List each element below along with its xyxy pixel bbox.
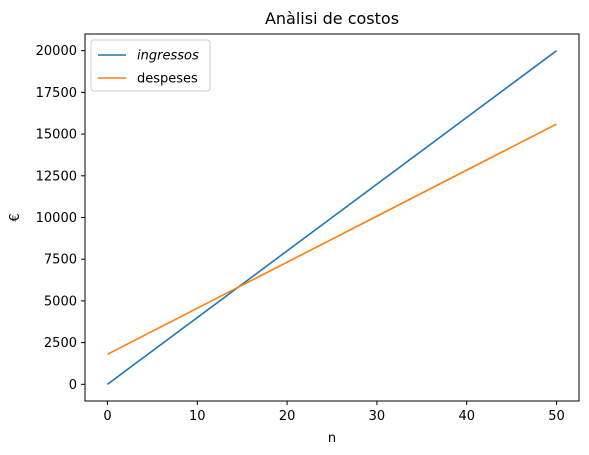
y-tick-label: 2500 xyxy=(44,336,77,351)
legend-label: despeses xyxy=(137,72,198,87)
y-tick-label: 15000 xyxy=(36,128,77,143)
x-tick-label: 10 xyxy=(189,409,206,424)
y-axis: 0 2500 5000 7500 10000 12500 15000 17500 20000 xyxy=(36,44,85,393)
y-tick-label: 17500 xyxy=(36,86,77,101)
x-tick-label: 50 xyxy=(548,409,565,424)
series-line-despeses xyxy=(107,124,556,354)
x-tick-label: 30 xyxy=(369,409,386,424)
x-tick-label: 40 xyxy=(458,409,475,424)
chart-title: Anàlisi de costos xyxy=(265,9,399,28)
y-tick-label: 0 xyxy=(69,378,77,393)
plot-lines xyxy=(107,51,556,385)
legend: ingressos despeses xyxy=(91,40,210,91)
y-tick-label: 12500 xyxy=(36,169,77,184)
y-tick-label: 5000 xyxy=(44,294,77,309)
y-tick-label: 7500 xyxy=(44,253,77,268)
y-tick-label: 20000 xyxy=(36,44,77,59)
legend-label: ingressos xyxy=(137,49,199,64)
x-axis: 0 10 20 30 40 50 xyxy=(103,401,565,424)
series-line-ingressos xyxy=(107,51,556,385)
x-tick-label: 20 xyxy=(279,409,296,424)
y-tick-label: 10000 xyxy=(36,211,77,226)
x-tick-label: 0 xyxy=(103,409,111,424)
x-axis-label: n xyxy=(328,431,336,446)
y-axis-label: € xyxy=(8,213,23,221)
